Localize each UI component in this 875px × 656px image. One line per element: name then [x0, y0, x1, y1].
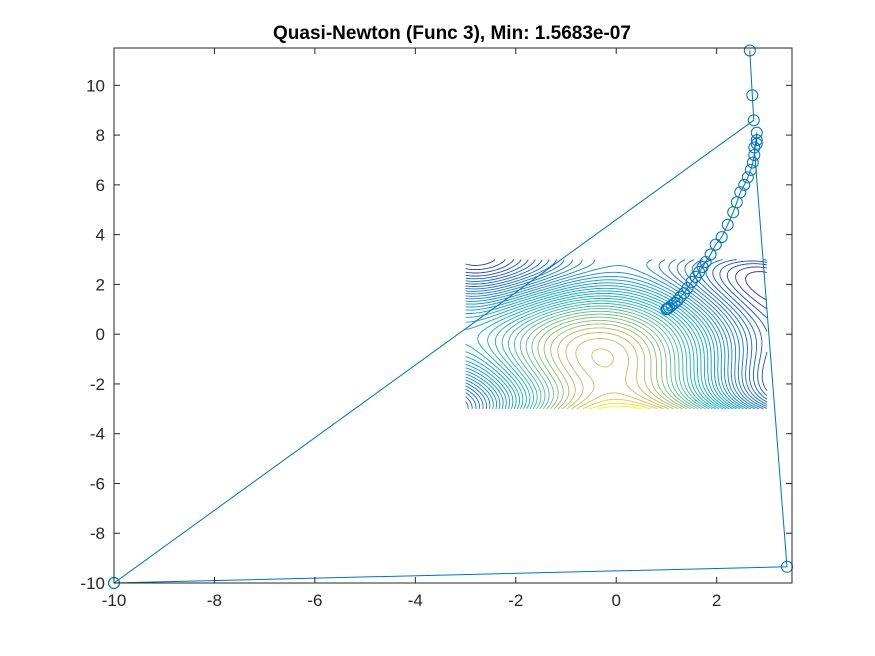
- contour-level: [513, 305, 706, 410]
- contour-level: [598, 405, 642, 410]
- data-point: [721, 218, 734, 231]
- chart-title: Quasi-Newton (Func 3), Min: 1.5683e-07: [273, 23, 631, 44]
- y-tick-label: 8: [96, 126, 105, 145]
- y-axis: -10 -8 -6 -4 -2 0 2 4 6 8 10: [80, 76, 792, 593]
- data-point: [750, 134, 763, 147]
- data-point: [743, 44, 756, 57]
- contour-level: [565, 332, 674, 410]
- data-point: [738, 178, 751, 191]
- data-point: [671, 294, 684, 307]
- contour-level: [465, 259, 768, 409]
- x-tick-label: -4: [408, 591, 423, 610]
- data-point: [748, 141, 761, 154]
- x-tick-label: -8: [207, 591, 222, 610]
- data-point: [660, 303, 673, 316]
- contour-level: [465, 259, 764, 410]
- data-point: [715, 231, 728, 244]
- contour-level: [576, 348, 664, 410]
- data-point: [748, 149, 761, 161]
- y-tick-label: -10: [80, 574, 105, 593]
- contour-level: [537, 316, 691, 410]
- contour-level: [465, 259, 768, 391]
- y-tick-label: 2: [96, 275, 105, 294]
- contour-level: [543, 319, 687, 410]
- data-point: [678, 287, 690, 300]
- x-axis: -10 -8 -6 -4 -2 0 2: [102, 48, 721, 610]
- series-line: [113, 50, 755, 584]
- contour-level: [465, 279, 741, 410]
- x-tick-label: -10: [102, 591, 127, 610]
- y-tick-label: -8: [90, 524, 105, 543]
- x-tick-label: 0: [611, 591, 620, 610]
- data-point: [663, 301, 675, 314]
- y-tick-label: -6: [90, 474, 105, 493]
- x-tick-label: -6: [307, 591, 322, 610]
- contour-level: [589, 402, 651, 410]
- contour-level: [525, 310, 699, 410]
- contour-level: [507, 302, 710, 410]
- contour-level: [465, 259, 768, 319]
- data-point: [746, 156, 759, 169]
- y-tick-label: -2: [90, 375, 105, 394]
- contour-level: [487, 295, 720, 410]
- contour-level: [477, 292, 723, 410]
- data-point: [750, 126, 763, 139]
- data-point: [727, 206, 740, 219]
- contour-level: [582, 398, 658, 410]
- contour-level: [465, 285, 734, 410]
- contour-level: [550, 323, 683, 410]
- y-tick-label: -4: [90, 425, 105, 444]
- data-point: [744, 163, 757, 176]
- contour-plot: [465, 259, 768, 410]
- contour-level: [465, 259, 755, 410]
- contour-level: [501, 300, 713, 410]
- contour-level: [465, 275, 744, 410]
- contour-level: [465, 287, 730, 410]
- contour-level: [465, 282, 737, 410]
- data-point: [685, 275, 698, 288]
- y-tick-label: 4: [96, 226, 105, 245]
- series-line: [113, 132, 788, 584]
- y-tick-label: 10: [86, 76, 105, 95]
- x-tick-label: 2: [712, 591, 721, 610]
- contour-level: [465, 290, 727, 410]
- contour-level: [465, 271, 748, 410]
- data-point: [709, 238, 722, 251]
- contour-level: [465, 259, 760, 410]
- contour-level: [519, 308, 703, 410]
- contour-level: [531, 313, 695, 410]
- contour-level: [465, 259, 768, 409]
- plot-area-border: [113, 47, 793, 584]
- y-tick-label: 6: [96, 176, 105, 195]
- contour-level: [465, 259, 768, 396]
- contour-level: [465, 259, 768, 310]
- contour-level: [494, 297, 717, 410]
- data-point: [746, 89, 759, 102]
- contour-level: [557, 327, 679, 410]
- data-point: [747, 114, 760, 127]
- x-tick-label: -2: [508, 591, 523, 610]
- y-tick-label: 0: [96, 325, 105, 344]
- data-point: [741, 171, 754, 184]
- series-markers: [108, 44, 793, 589]
- contour-level: [465, 265, 752, 410]
- contour-level: [571, 338, 670, 410]
- data-point: [674, 290, 687, 303]
- series-lines: [113, 50, 788, 584]
